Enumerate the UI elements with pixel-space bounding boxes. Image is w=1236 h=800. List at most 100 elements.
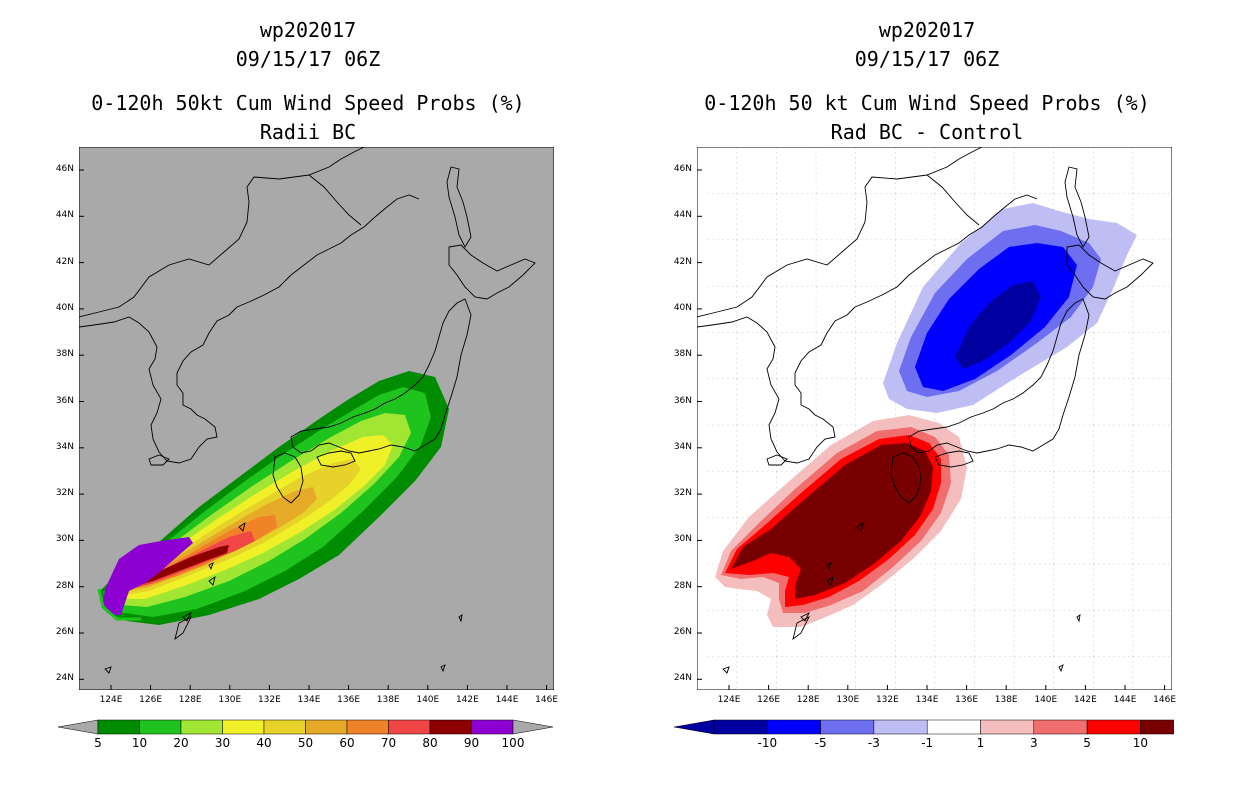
lat-tick-label: 40N [673,302,692,313]
lon-tick-label: 128E [178,695,202,705]
colorbar-arrow-high [512,719,554,735]
colorbar-label: 50 [297,736,314,750]
colorbar-label: 30 [214,736,231,750]
colorbar-swatch [980,719,1035,735]
colorbar-arrow-low [57,719,99,735]
colorbar-swatch [820,719,875,735]
colorbar-swatch [97,719,140,735]
colorbar-label: -1 [921,736,934,750]
lat-tick-label: 40N [55,302,74,313]
colorbar-swatch [471,719,514,735]
left-title-datetime: 09/15/17 06Z [235,47,381,71]
colorbar-swatch [346,719,389,735]
lat-tick-label: 34N [673,441,692,452]
colorbar-swatch [429,719,472,735]
colorbar-label: -3 [867,736,880,750]
lat-tick-label: 36N [673,395,692,406]
lat-tick-label: 38N [673,349,692,360]
right-title-storm-id: wp202017 [878,18,976,42]
lat-tick-label: 46N [55,164,74,174]
lat-tick-label: 30N [673,534,692,545]
lon-tick-label: 140E [1034,695,1058,705]
lat-tick-label: 46N [673,164,692,174]
colorbar-label: 100 [501,736,525,750]
colorbar-swatch [926,719,981,735]
lat-tick-label: 32N [55,488,74,499]
colorbar-swatch [1086,719,1141,735]
lon-tick-label: 134E [915,695,939,705]
colorbar-label: 60 [339,736,355,750]
lat-tick-label: 44N [55,210,74,221]
lon-tick-label: 126E [139,695,163,705]
colorbar-swatch [767,719,821,735]
lat-tick-label: 26N [673,627,692,637]
colorbar-label: 10 [131,736,148,750]
colorbar-label: -10 [757,736,778,750]
lon-tick-label: 136E [955,695,979,705]
lon-tick-label: 130E [836,695,860,705]
lon-tick-label: 146E [1153,695,1177,705]
colorbar-swatch [305,719,348,735]
colorbar-swatch [139,719,182,735]
lat-tick-label: 34N [55,441,74,452]
lat-tick-label: 42N [673,256,692,267]
lon-tick-label: 142E [1073,695,1097,705]
colorbar-swatch [1140,719,1174,735]
colorbar-label: 5 [1083,736,1091,750]
lon-tick-label: 128E [796,695,820,705]
lon-tick-label: 132E [257,695,281,705]
lat-tick-label: 36N [55,395,74,406]
lat-tick-label: 24N [673,673,692,684]
lat-tick-label: 28N [673,580,692,591]
colorbar-swatch [180,719,223,735]
colorbar-swatch [873,719,928,735]
colorbar-label: 40 [256,736,272,750]
lat-tick-label: 24N [55,673,74,684]
right-colorbar [673,719,1174,735]
left-title-subtitle: Radii BC [259,120,357,144]
colorbar-label: 70 [380,736,397,750]
lon-tick-label: 144E [495,695,519,705]
colorbar-swatch [263,719,306,735]
lon-tick-label: 124E [99,695,123,705]
right-title-subtitle: Rad BC - Control [830,120,1024,144]
right-title-product: 0-120h 50 kt Cum Wind Speed Probs (%) [704,91,1150,115]
lon-tick-label: 146E [535,695,559,705]
lon-tick-label: 124E [717,695,741,705]
colorbar-swatch [1033,719,1088,735]
lat-tick-label: 32N [673,488,692,499]
colorbar-label: 1 [976,736,985,750]
colorbar-swatch [713,719,768,735]
colorbar-label: -5 [814,736,827,750]
left-title-product: 0-120h 50kt Cum Wind Speed Probs (%) [91,91,525,115]
lon-tick-label: 142E [455,695,479,705]
lon-tick-label: 126E [757,695,781,705]
lat-tick-label: 28N [55,580,74,591]
colorbar-label: 5 [94,736,102,750]
left-colorbar [57,719,554,735]
colorbar-swatch [222,719,265,735]
lat-tick-label: 30N [55,534,74,545]
lat-tick-label: 44N [673,210,692,221]
lon-tick-label: 132E [875,695,899,705]
colorbar-label: 80 [422,736,438,750]
colorbar-arrow-low [673,719,715,735]
lat-tick-label: 26N [55,627,74,637]
right-difference-map [697,147,1172,690]
left-probability-map [79,147,554,690]
lat-tick-label: 38N [55,349,74,360]
left-title-storm-id: wp202017 [259,18,357,42]
colorbar-swatch [388,719,431,735]
lon-tick-label: 138E [376,695,400,705]
colorbar-label: 20 [173,736,189,750]
lon-tick-label: 138E [994,695,1018,705]
colorbar-label: 3 [1029,736,1038,750]
colorbar-label: 10 [1132,736,1149,750]
colorbar-label: 90 [463,736,480,750]
lon-tick-label: 136E [337,695,361,705]
lon-tick-label: 130E [218,695,242,705]
lat-tick-label: 42N [55,256,74,267]
lon-tick-label: 134E [297,695,321,705]
right-title-datetime: 09/15/17 06Z [854,47,1000,71]
lon-tick-label: 140E [416,695,440,705]
